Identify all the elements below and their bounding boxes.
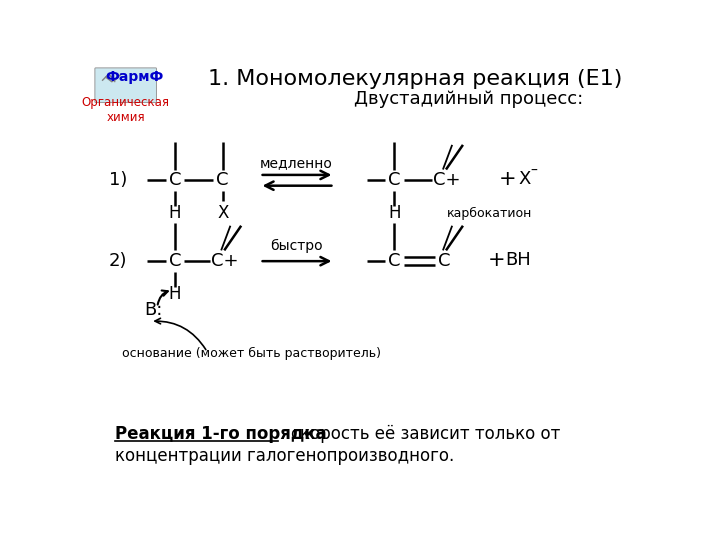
Text: 1): 1): [109, 171, 127, 190]
Text: Двустадийный процесс:: Двустадийный процесс:: [354, 90, 583, 109]
Text: : скорость её зависит только от: : скорость её зависит только от: [279, 426, 560, 443]
Text: В:: В:: [144, 301, 163, 320]
Text: C: C: [388, 171, 400, 190]
Text: C: C: [168, 171, 181, 190]
Text: H: H: [168, 285, 181, 303]
Text: 1. Мономолекулярная реакция (Е1): 1. Мономолекулярная реакция (Е1): [208, 70, 622, 90]
Text: C+: C+: [211, 252, 239, 270]
Text: 2): 2): [109, 252, 127, 270]
Text: C: C: [168, 252, 181, 270]
Text: основание (может быть растворитель): основание (может быть растворитель): [122, 347, 382, 360]
Text: C: C: [438, 252, 451, 270]
Text: концентрации галогенопроизводного.: концентрации галогенопроизводного.: [115, 447, 454, 465]
Text: Реакция 1-го порядка: Реакция 1-го порядка: [115, 426, 327, 443]
Text: +: +: [488, 249, 505, 269]
Text: BН: BН: [505, 251, 531, 268]
Text: X: X: [217, 205, 228, 222]
Text: C: C: [217, 171, 229, 190]
Text: карбокатион: карбокатион: [447, 207, 532, 220]
Text: H: H: [168, 205, 181, 222]
Text: –: –: [531, 164, 537, 178]
Text: +: +: [499, 169, 516, 189]
Text: C+: C+: [433, 171, 461, 190]
Text: Органическая
химия: Органическая химия: [81, 96, 170, 124]
Text: H: H: [388, 205, 400, 222]
Text: C: C: [388, 252, 400, 270]
Text: X: X: [518, 170, 531, 188]
Text: быстро: быстро: [270, 239, 323, 253]
Text: ФармФ: ФармФ: [105, 70, 163, 84]
Text: медленно: медленно: [260, 157, 333, 170]
FancyBboxPatch shape: [95, 68, 156, 103]
